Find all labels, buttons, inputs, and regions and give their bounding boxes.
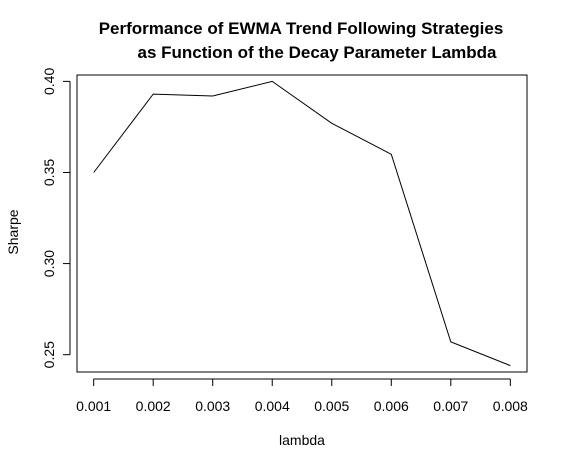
x-tick-label: 0.004 xyxy=(255,398,290,414)
chart-title-line-2: as Function of the Decay Parameter Lambd… xyxy=(138,43,498,62)
series-layer xyxy=(93,80,511,367)
y-tick-label: 0.35 xyxy=(41,159,57,186)
chart-title-line-1: Performance of EWMA Trend Following Stra… xyxy=(99,19,504,38)
x-tick-label: 0.006 xyxy=(374,398,409,414)
x-tick-label: 0.007 xyxy=(433,398,468,414)
x-tick-label: 0.002 xyxy=(136,398,171,414)
y-axis: 0.25 0.30 0.35 0.40 xyxy=(41,68,71,368)
x-tick-label: 0.003 xyxy=(195,398,230,414)
x-axis-label: lambda xyxy=(279,432,325,448)
y-tick-label: 0.25 xyxy=(41,341,57,368)
plot-frame xyxy=(76,74,528,373)
x-axis: 0.001 0.002 0.003 0.004 0.005 0.006 0.007 0.008 xyxy=(76,378,528,414)
y-tick-label: 0.30 xyxy=(41,250,57,277)
x-tick-label: 0.001 xyxy=(76,398,111,414)
y-axis-label: Sharpe xyxy=(5,209,21,254)
y-tick-label: 0.40 xyxy=(41,68,57,95)
x-tick-label: 0.008 xyxy=(493,398,528,414)
series-line xyxy=(93,80,511,367)
x-tick-label: 0.005 xyxy=(314,398,349,414)
